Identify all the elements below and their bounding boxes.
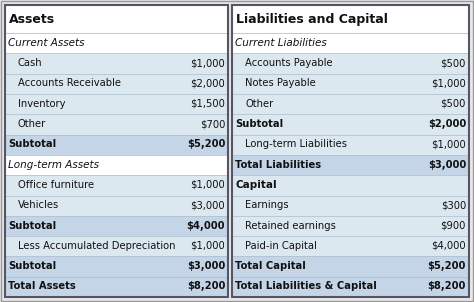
Bar (232, 256, 469, 277)
Text: $3,000: $3,000 (428, 160, 466, 170)
Bar (232, 236, 469, 256)
Bar (5, 94, 228, 114)
Text: Accounts Payable: Accounts Payable (245, 58, 333, 68)
Text: $1,000: $1,000 (191, 241, 225, 251)
Bar (5, 216, 228, 236)
Text: Total Liabilities: Total Liabilities (235, 160, 321, 170)
Text: Accounts Receivable: Accounts Receivable (18, 79, 121, 88)
Text: $1,000: $1,000 (191, 58, 225, 68)
Text: $5,200: $5,200 (187, 140, 225, 149)
Text: Paid-in Capital: Paid-in Capital (245, 241, 317, 251)
Bar (232, 74, 469, 94)
Bar (232, 277, 469, 297)
Bar (5, 256, 228, 277)
Bar (5, 33, 228, 53)
Text: Less Accumulated Depreciation: Less Accumulated Depreciation (18, 241, 175, 251)
Text: Other: Other (245, 99, 273, 109)
Text: $1,000: $1,000 (431, 79, 466, 88)
Bar (5, 74, 228, 94)
Text: Long-term Assets: Long-term Assets (8, 160, 99, 170)
Text: $700: $700 (200, 119, 225, 129)
Bar (232, 53, 469, 74)
Bar (232, 94, 469, 114)
Text: Vehicles: Vehicles (18, 200, 59, 210)
Bar (232, 114, 469, 135)
Text: Liabilities and Capital: Liabilities and Capital (236, 13, 388, 26)
Text: Total Assets: Total Assets (8, 281, 76, 291)
Text: $900: $900 (441, 220, 466, 230)
Text: $300: $300 (441, 200, 466, 210)
Text: Current Assets: Current Assets (8, 38, 84, 48)
Bar (5, 135, 228, 155)
Text: Current Liabilities: Current Liabilities (235, 38, 327, 48)
Bar (5, 236, 228, 256)
Bar (232, 135, 469, 155)
Text: Assets: Assets (9, 13, 55, 26)
Bar (232, 33, 469, 53)
Text: $4,000: $4,000 (431, 241, 466, 251)
Text: Earnings: Earnings (245, 200, 289, 210)
Text: Other: Other (18, 119, 46, 129)
Text: Long-term Liabilities: Long-term Liabilities (245, 140, 347, 149)
Text: Subtotal: Subtotal (235, 119, 283, 129)
Bar (5, 195, 228, 216)
Bar (5, 277, 228, 297)
Bar (5, 155, 228, 175)
Text: Subtotal: Subtotal (8, 140, 56, 149)
Text: Subtotal: Subtotal (8, 261, 56, 271)
Text: Office furniture: Office furniture (18, 180, 94, 190)
Bar (232, 195, 469, 216)
Text: Retained earnings: Retained earnings (245, 220, 336, 230)
Text: Cash: Cash (18, 58, 43, 68)
Text: Total Liabilities & Capital: Total Liabilities & Capital (235, 281, 377, 291)
Text: $1,000: $1,000 (191, 180, 225, 190)
Bar (5, 5, 228, 33)
Text: $5,200: $5,200 (428, 261, 466, 271)
Text: $2,000: $2,000 (428, 119, 466, 129)
Bar (5, 53, 228, 74)
Text: Notes Payable: Notes Payable (245, 79, 316, 88)
Bar (232, 175, 469, 195)
Text: $1,000: $1,000 (431, 140, 466, 149)
Text: $1,500: $1,500 (190, 99, 225, 109)
Text: Capital: Capital (235, 180, 277, 190)
Bar (232, 155, 469, 175)
Text: Total Capital: Total Capital (235, 261, 306, 271)
Bar (232, 5, 469, 33)
Text: $4,000: $4,000 (187, 220, 225, 230)
Bar (5, 175, 228, 195)
Text: $8,200: $8,200 (187, 281, 225, 291)
Text: $2,000: $2,000 (191, 79, 225, 88)
Bar (5, 114, 228, 135)
Text: $3,000: $3,000 (187, 261, 225, 271)
Bar (5, 5, 228, 297)
Text: $8,200: $8,200 (428, 281, 466, 291)
Text: Inventory: Inventory (18, 99, 65, 109)
Text: $500: $500 (441, 99, 466, 109)
Bar (232, 5, 469, 297)
Bar (232, 216, 469, 236)
Text: Subtotal: Subtotal (8, 220, 56, 230)
Text: $3,000: $3,000 (191, 200, 225, 210)
Text: $500: $500 (441, 58, 466, 68)
